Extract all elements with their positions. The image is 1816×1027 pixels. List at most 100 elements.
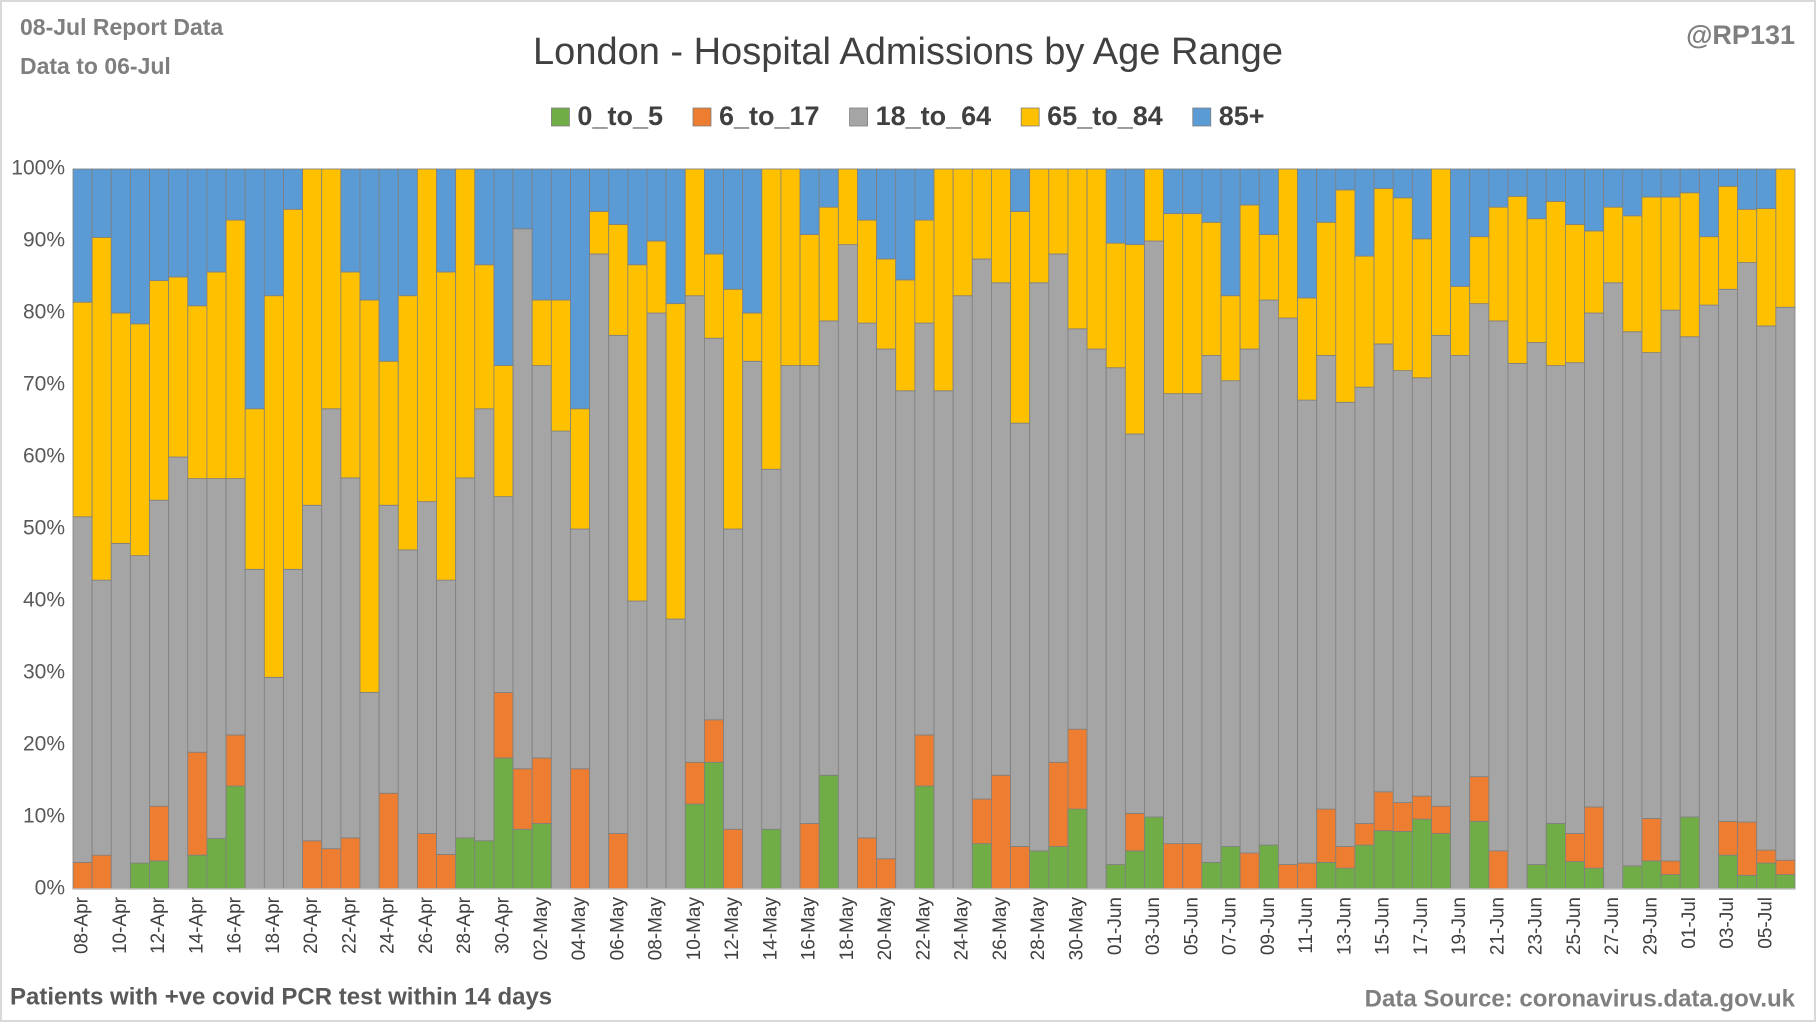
bar-segment	[474, 264, 495, 410]
bar-segment	[550, 168, 571, 301]
x-tick-label: 20-May	[875, 897, 896, 961]
bar-segment	[1526, 864, 1547, 890]
author: @RP131	[1686, 20, 1795, 50]
bar-segment	[493, 692, 514, 759]
bar-segment	[1048, 253, 1069, 763]
bar-segment	[1297, 168, 1318, 299]
bar-segment	[206, 168, 227, 273]
bar-segment	[1086, 168, 1107, 350]
bar-segment	[397, 295, 418, 551]
x-tick-label: 03-Jul	[1717, 897, 1738, 949]
bar-segment	[359, 299, 380, 693]
bar-segment	[761, 168, 782, 470]
chart-title: London - Hospital Admissions by Age Rang…	[533, 31, 1283, 73]
bar-segment	[723, 168, 744, 290]
bar-segment	[1565, 861, 1585, 890]
bar-segment	[1431, 334, 1452, 807]
bar-segment	[474, 168, 495, 266]
bar-segment	[1163, 843, 1184, 890]
bar-segment	[1775, 306, 1796, 861]
bar-segment	[1124, 433, 1145, 814]
legend-item: 0_to_5	[551, 101, 663, 131]
x-tick-label: 24-Apr	[378, 896, 399, 954]
bar-segment	[684, 295, 705, 763]
bar-segment	[1220, 380, 1241, 847]
bar-segment	[1469, 776, 1490, 822]
bar-segment	[704, 253, 724, 339]
bar-segment	[129, 555, 150, 864]
bar-segment	[589, 168, 610, 212]
bar-segment	[1029, 168, 1050, 284]
bar-segment	[1316, 168, 1337, 223]
legend-swatch	[692, 107, 712, 127]
bar-segment	[225, 219, 246, 480]
bar-segment	[1718, 168, 1739, 187]
bar-segment	[1450, 168, 1471, 287]
bar-segment	[72, 301, 93, 518]
bar-segment	[1718, 820, 1739, 856]
bar-segment	[436, 168, 457, 273]
bar-segment	[378, 168, 399, 362]
bar-segment	[72, 168, 93, 303]
bar-segment	[857, 168, 878, 221]
bar-segment	[1335, 867, 1356, 890]
bar-segment	[1718, 288, 1739, 822]
bar-segment	[1450, 285, 1471, 356]
legend-label: 65_to_84	[1047, 101, 1163, 131]
x-tick-label: 26-May	[990, 897, 1011, 961]
bar-segment	[1526, 342, 1547, 865]
bar-segment	[1258, 299, 1279, 846]
bar-segment	[952, 168, 973, 297]
bar-segment	[263, 168, 284, 297]
x-tick-label: 17-Jun	[1411, 897, 1432, 955]
bar-segment	[1335, 168, 1356, 191]
bar-segment	[321, 168, 342, 410]
y-tick-label: 90%	[23, 229, 65, 252]
bar-segment	[1354, 168, 1375, 257]
bar-segment	[550, 299, 571, 432]
bar-segment	[91, 236, 112, 581]
bar-segment	[1737, 168, 1758, 210]
x-tick-label: 24-May	[952, 897, 973, 961]
bar-segment	[1756, 849, 1777, 864]
bar-segment	[1756, 168, 1777, 209]
bar-segment	[1431, 168, 1452, 336]
bar-segment	[704, 337, 724, 721]
bar-segment	[1584, 168, 1605, 232]
x-tick-label: 26-Apr	[416, 896, 437, 954]
bar-segment	[493, 365, 514, 497]
x-tick-label: 05-Jun	[1181, 897, 1202, 955]
bar-segment	[1354, 386, 1375, 824]
bar-segment	[531, 168, 552, 301]
bar-segment	[665, 168, 686, 305]
bar-segment	[608, 168, 629, 225]
y-tick-label: 30%	[23, 661, 65, 684]
bar-segment	[474, 840, 495, 890]
bar-segment	[1584, 230, 1605, 314]
bar-segment	[1679, 336, 1700, 818]
bar-segment	[244, 408, 265, 570]
x-tick-label: 30-Apr	[493, 896, 514, 954]
bar-segment	[1373, 791, 1394, 832]
x-tick-label: 18-Apr	[263, 896, 284, 954]
bar-segment	[1124, 244, 1145, 435]
bar-segment	[914, 168, 935, 221]
bar-segment	[1373, 830, 1394, 890]
bar-segment	[1316, 221, 1337, 356]
x-tick-label: 21-Jun	[1487, 897, 1508, 955]
bar-segment	[1488, 206, 1509, 322]
bar-segment	[1067, 728, 1088, 810]
bar-segment	[1182, 213, 1203, 395]
bar-segment	[742, 168, 763, 314]
bar-segment	[1354, 255, 1375, 388]
x-tick-label: 27-Jun	[1602, 897, 1623, 955]
bar-segment	[91, 168, 112, 238]
bar-segment	[512, 768, 533, 830]
bar-segment	[646, 168, 667, 242]
bar-segment	[1660, 168, 1681, 198]
bar-segment	[1545, 168, 1566, 202]
legend-swatch	[849, 107, 868, 127]
bar-segment	[704, 168, 724, 255]
bar-segment	[991, 282, 1011, 776]
